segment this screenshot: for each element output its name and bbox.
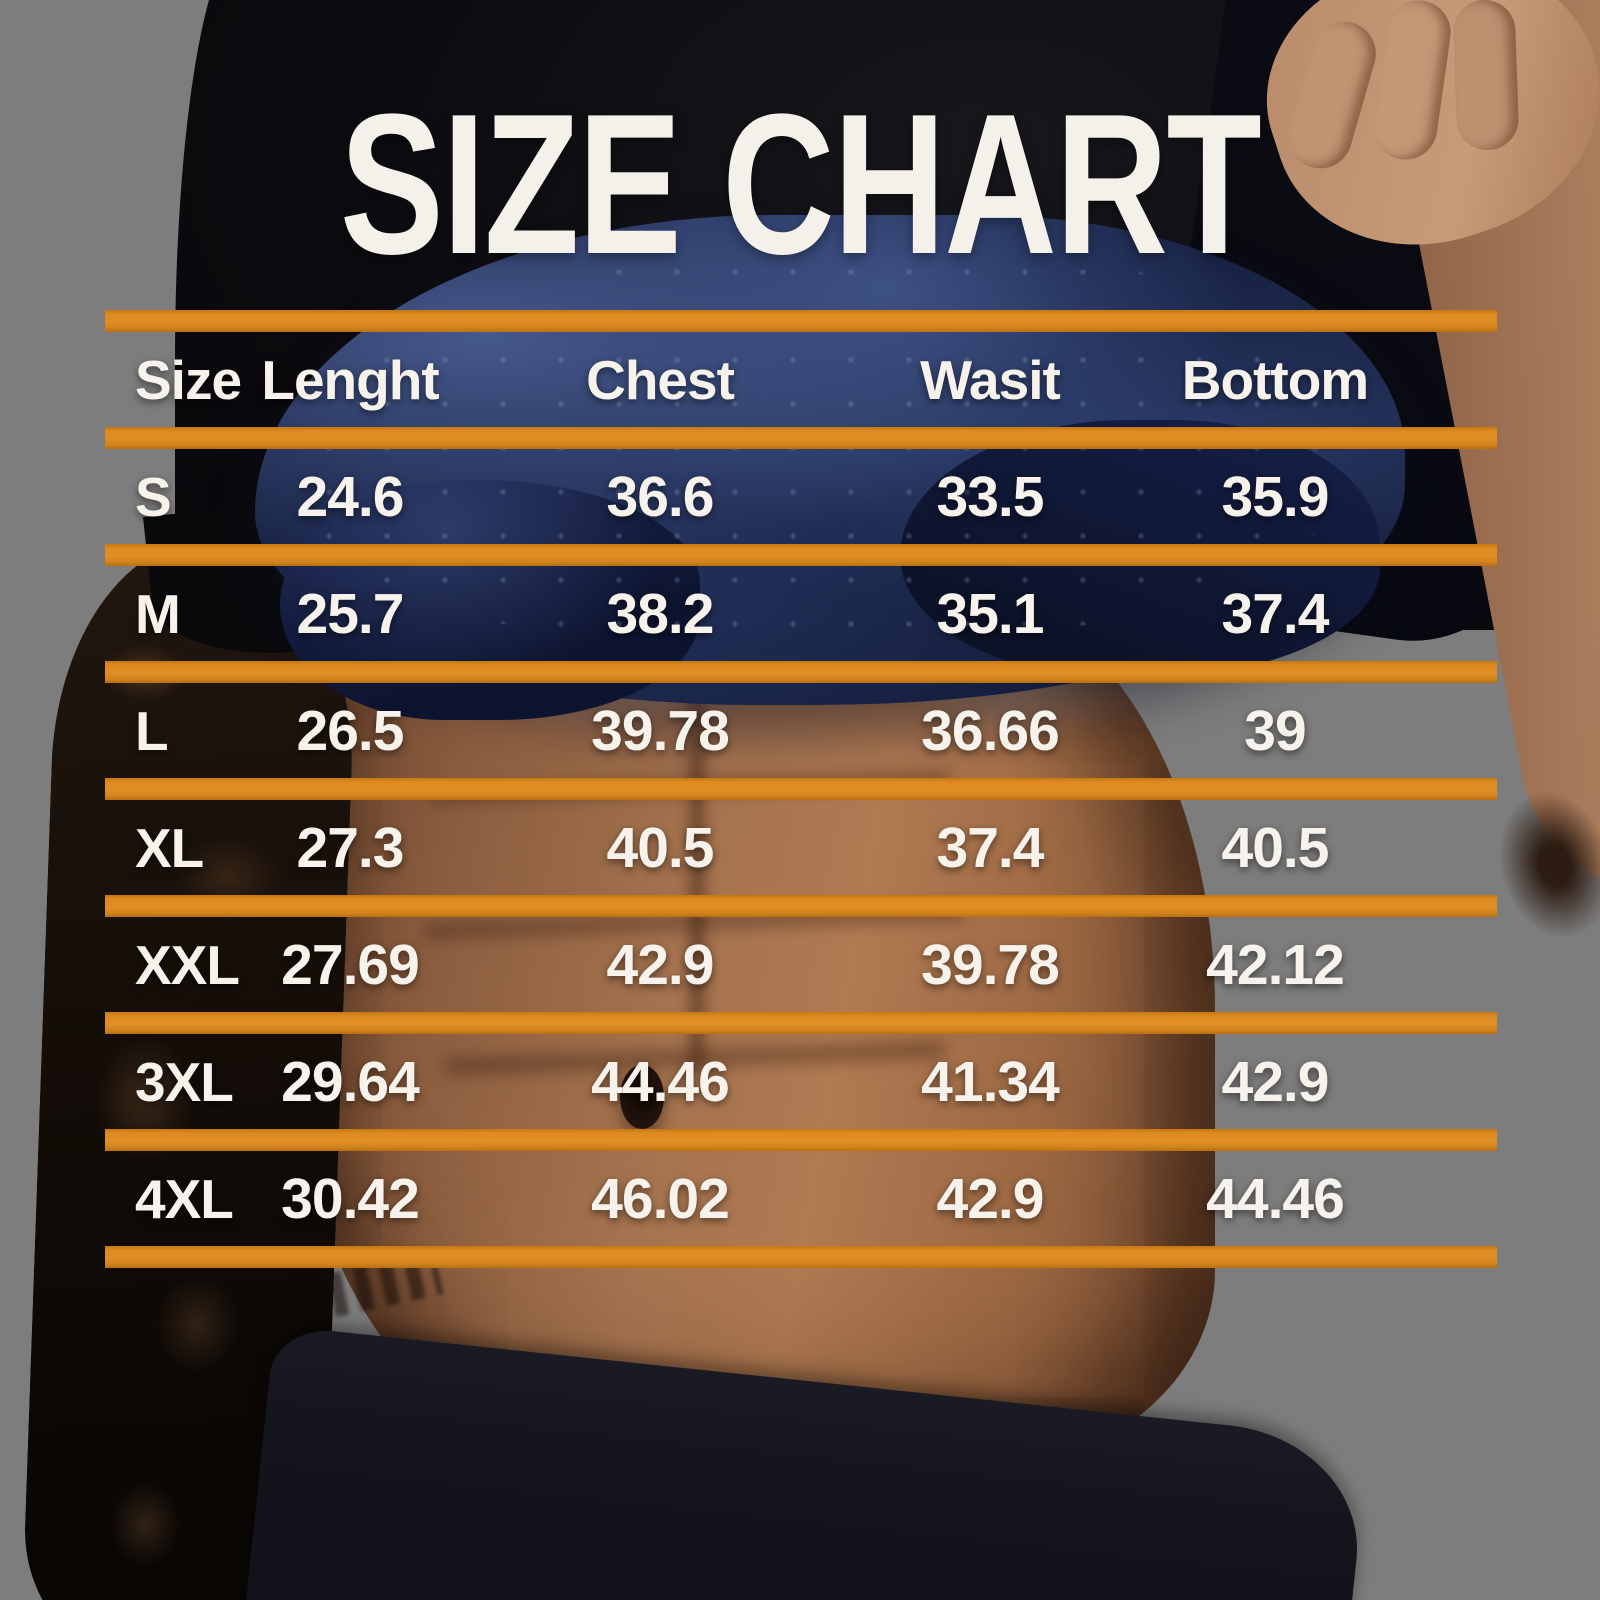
cell-size: 4XL <box>135 1167 234 1230</box>
cell-chest: 42.9 <box>606 932 715 997</box>
cell-wasit: 42.9 <box>936 1166 1045 1231</box>
cell-bottom: 40.5 <box>1221 815 1330 880</box>
table-row-s: S 24.6 36.6 33.5 35.9 <box>105 449 1497 544</box>
cell-size: S <box>135 465 172 528</box>
finger <box>1452 0 1520 152</box>
cell-size: M <box>135 582 181 645</box>
table-row-l: L 26.5 39.78 36.66 39 <box>105 683 1497 778</box>
divider-bar <box>105 1129 1497 1151</box>
cell-size: 3XL <box>135 1050 234 1113</box>
navel <box>620 1065 664 1129</box>
cell-chest: 40.5 <box>606 815 715 880</box>
cell-size: XL <box>135 816 204 879</box>
cell-bottom: 37.4 <box>1221 581 1330 646</box>
cell-wasit: 39.78 <box>921 932 1060 997</box>
cell-chest: 46.02 <box>591 1166 730 1231</box>
cell-lenght: 29.64 <box>281 1049 420 1114</box>
divider-bar <box>105 778 1497 800</box>
cell-bottom: 42.12 <box>1206 932 1345 997</box>
cell-size: XXL <box>135 933 240 996</box>
divider-bar <box>105 661 1497 683</box>
table-row-4xl: 4XL 30.42 46.02 42.9 44.46 <box>105 1151 1497 1246</box>
table-row-m: M 25.7 38.2 35.1 37.4 <box>105 566 1497 661</box>
table-header-row: Size Lenght Chest Wasit Bottom <box>105 332 1497 427</box>
cell-lenght: 27.3 <box>296 815 405 880</box>
cell-chest: 36.6 <box>606 464 715 529</box>
cell-lenght: 26.5 <box>296 698 405 763</box>
divider-bar <box>105 1012 1497 1034</box>
divider-bar <box>105 1246 1497 1268</box>
cell-bottom: 42.9 <box>1221 1049 1330 1114</box>
column-header-wasit: Wasit <box>920 348 1061 411</box>
divider-bar <box>105 427 1497 449</box>
column-header-lenght: Lenght <box>261 348 439 411</box>
table-row-3xl: 3XL 29.64 44.46 41.34 42.9 <box>105 1034 1497 1129</box>
cell-bottom: 35.9 <box>1221 464 1330 529</box>
cell-wasit: 37.4 <box>936 815 1045 880</box>
column-header-bottom: Bottom <box>1181 348 1369 411</box>
cell-wasit: 33.5 <box>936 464 1045 529</box>
cell-lenght: 30.42 <box>281 1166 420 1231</box>
forearm-tattoo <box>1482 778 1600 952</box>
cell-wasit: 36.66 <box>921 698 1060 763</box>
table-row-xxl: XXL 27.69 42.9 39.78 42.12 <box>105 917 1497 1012</box>
divider-bar <box>105 895 1497 917</box>
cell-lenght: 27.69 <box>281 932 420 997</box>
page-title: SIZE CHART <box>339 73 1262 296</box>
divider-bar <box>105 310 1497 332</box>
cell-chest: 38.2 <box>606 581 715 646</box>
size-table: Size Lenght Chest Wasit Bottom S 24.6 36… <box>105 310 1497 1268</box>
cell-size: L <box>135 699 169 762</box>
cell-lenght: 25.7 <box>296 581 405 646</box>
cell-bottom: 44.46 <box>1206 1166 1345 1231</box>
column-header-size: Size <box>135 348 242 411</box>
cell-bottom: 39 <box>1244 698 1306 763</box>
table-row-xl: XL 27.3 40.5 37.4 40.5 <box>105 800 1497 895</box>
cell-wasit: 41.34 <box>921 1049 1060 1114</box>
divider-bar <box>105 544 1497 566</box>
cell-lenght: 24.6 <box>296 464 405 529</box>
cell-chest: 44.46 <box>591 1049 730 1114</box>
cell-chest: 39.78 <box>591 698 730 763</box>
cell-wasit: 35.1 <box>936 581 1045 646</box>
column-header-chest: Chest <box>586 348 735 411</box>
